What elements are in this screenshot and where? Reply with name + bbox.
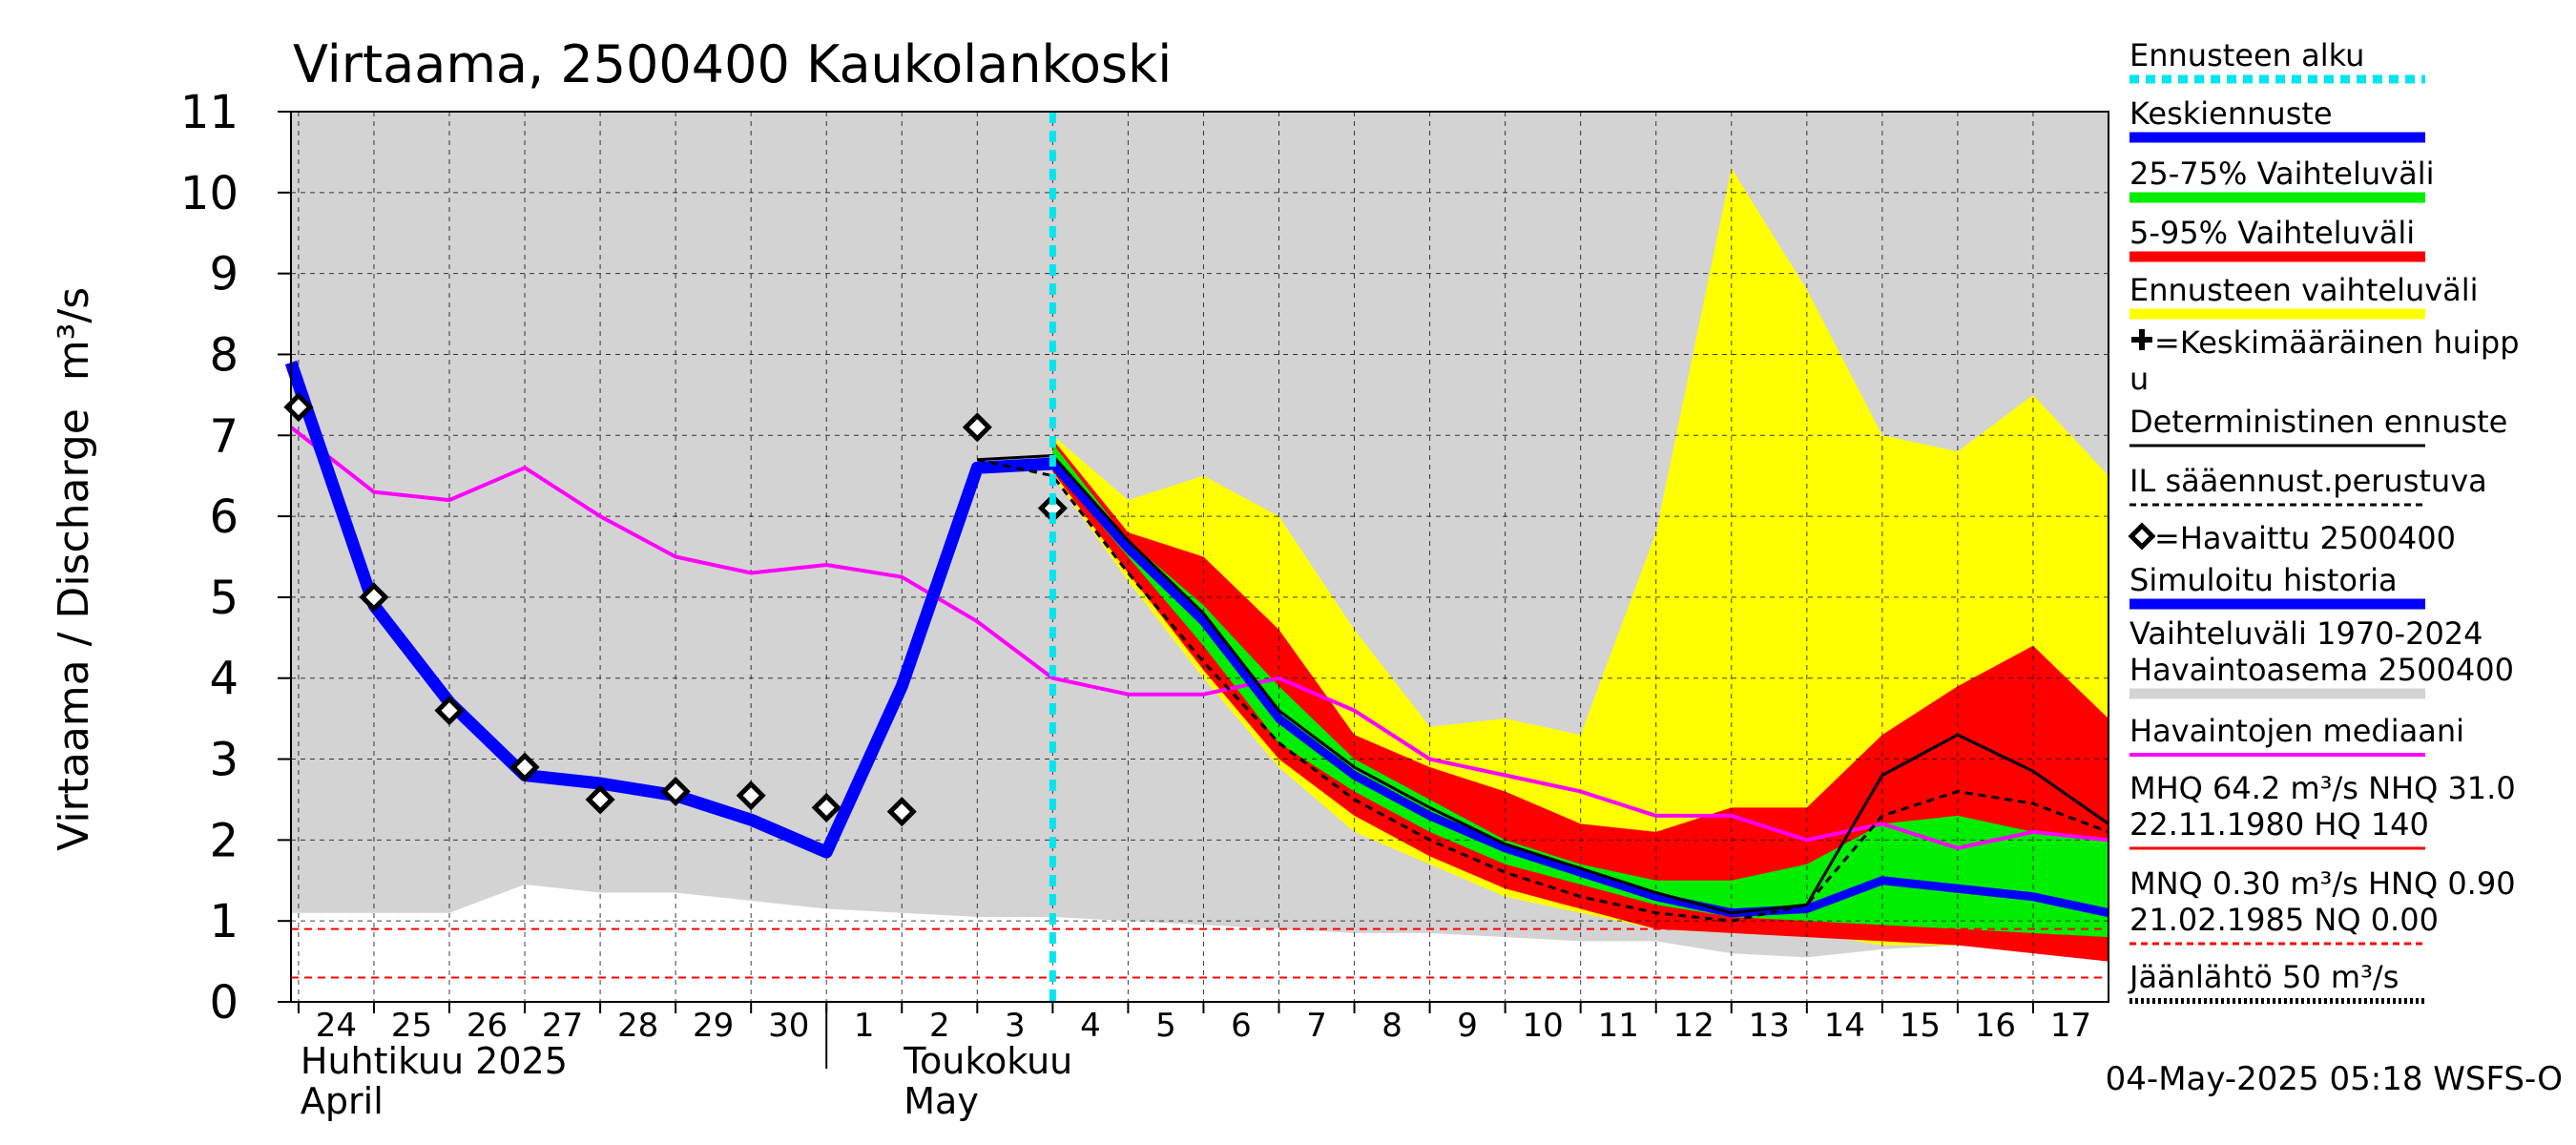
legend-label-line2: Havaintoasema 2500400 — [2129, 652, 2514, 688]
month-label: Toukokuu — [903, 1040, 1072, 1082]
x-tick-label: 9 — [1457, 1007, 1478, 1045]
legend-label: =Keskimääräinen huipp — [2154, 324, 2520, 361]
plot-area — [283, 111, 2109, 1003]
legend-label: MNQ 0.30 m³/s HNQ 0.90 — [2129, 865, 2516, 902]
legend-label: Ennusteen vaihteluväli — [2129, 272, 2479, 308]
series-line — [289, 426, 2109, 850]
y-tick-label: 8 — [209, 328, 239, 382]
y-tick-label: 6 — [209, 490, 239, 544]
series-line — [977, 453, 2109, 915]
x-tick-label: 28 — [617, 1007, 658, 1045]
x-tick-label: 27 — [542, 1007, 583, 1045]
observed-point — [359, 582, 389, 613]
legend-label: Keskiennuste — [2129, 95, 2333, 132]
x-tick-label: 25 — [391, 1007, 432, 1045]
observed-point — [509, 752, 540, 782]
y-tick-label: 1 — [209, 895, 239, 948]
legend-label: Vaihteluväli 1970-2024 — [2129, 615, 2483, 652]
x-tick-label: 7 — [1306, 1007, 1327, 1045]
x-tick-label: 8 — [1381, 1007, 1402, 1045]
x-tick-label: 10 — [1523, 1007, 1564, 1045]
y-tick-label: 9 — [209, 248, 239, 302]
y-tick-label: 7 — [209, 409, 239, 463]
x-tick-label: 30 — [768, 1007, 809, 1045]
legend-label: Havaintojen mediaani — [2129, 713, 2464, 749]
x-tick-label: 4 — [1080, 1007, 1101, 1045]
legend-label: 25-75% Vaihteluväli — [2129, 156, 2434, 192]
legend-label-line2: u — [2129, 361, 2149, 397]
legend-label: IL sääennust.perustuva — [2129, 463, 2487, 499]
observed-point — [434, 696, 465, 726]
observed-point — [886, 797, 917, 827]
legend-label-line2: 22.11.1980 HQ 140 — [2129, 806, 2429, 843]
x-tick-label: 6 — [1231, 1007, 1252, 1045]
y-tick-label: 11 — [180, 86, 239, 139]
series-line — [1049, 460, 2109, 918]
x-tick-label: 14 — [1824, 1007, 1865, 1045]
y-tick-label: 0 — [209, 976, 239, 1030]
x-tick-label: 16 — [1975, 1007, 2016, 1045]
legend-diamond-icon — [2128, 522, 2156, 551]
x-tick-label: 5 — [1155, 1007, 1176, 1045]
observed-point — [962, 412, 992, 443]
observed-point — [736, 781, 766, 811]
x-tick-label: 12 — [1673, 1007, 1714, 1045]
y-tick-label: 10 — [180, 167, 239, 220]
x-tick-label: 15 — [1900, 1007, 1941, 1045]
legend-label: Ennusteen alku — [2129, 37, 2364, 73]
observed-point — [811, 792, 841, 822]
month-label: Huhtikuu 2025 — [301, 1040, 568, 1082]
x-tick-label: 29 — [693, 1007, 734, 1045]
x-tick-label: 3 — [1005, 1007, 1026, 1045]
plot-frame — [290, 111, 2109, 1003]
y-tick-label: 3 — [209, 734, 239, 787]
x-tick-label: 1 — [854, 1007, 875, 1045]
y-axis-unit: m³/s — [50, 287, 98, 381]
series-line — [977, 458, 2109, 923]
y-tick-label: 4 — [209, 653, 239, 706]
x-tick-label: 13 — [1749, 1007, 1790, 1045]
x-tick-label: 17 — [2050, 1007, 2091, 1045]
legend-label-line2: 21.02.1985 NQ 0.00 — [2129, 902, 2439, 938]
y-axis-label: Virtaama / Discharge — [50, 408, 98, 851]
legend-label: Simuloitu historia — [2129, 562, 2398, 598]
legend-label: 5-95% Vaihteluväli — [2129, 215, 2415, 251]
legend-label: =Havaittu 2500400 — [2154, 520, 2456, 556]
observed-point — [585, 784, 615, 815]
legend-cross-icon — [2131, 329, 2152, 350]
legend-label: Jäänlähtö 50 m³/s — [2128, 959, 2399, 995]
y-tick-label: 2 — [209, 814, 239, 867]
legend-label: Deterministinen ennuste — [2129, 404, 2507, 440]
x-tick-label: 24 — [316, 1007, 357, 1045]
month-label: April — [301, 1080, 384, 1122]
footer-timestamp: 04-May-2025 05:18 WSFS-O — [2106, 1060, 2563, 1098]
observed-point — [660, 776, 691, 807]
legend-label: MHQ 64.2 m³/s NHQ 31.0 — [2129, 770, 2516, 806]
x-tick-label: 11 — [1598, 1007, 1639, 1045]
month-label: May — [904, 1080, 979, 1122]
x-tick-label: 2 — [929, 1007, 950, 1045]
legend: Ennusteen alku Keskiennuste 25-75% Vaihtel… — [2128, 37, 2520, 1004]
x-tick-label: 26 — [467, 1007, 508, 1045]
y-tick-label: 5 — [209, 572, 239, 625]
chart-title: Virtaama, 2500400 Kaukolankoski — [293, 34, 1172, 94]
